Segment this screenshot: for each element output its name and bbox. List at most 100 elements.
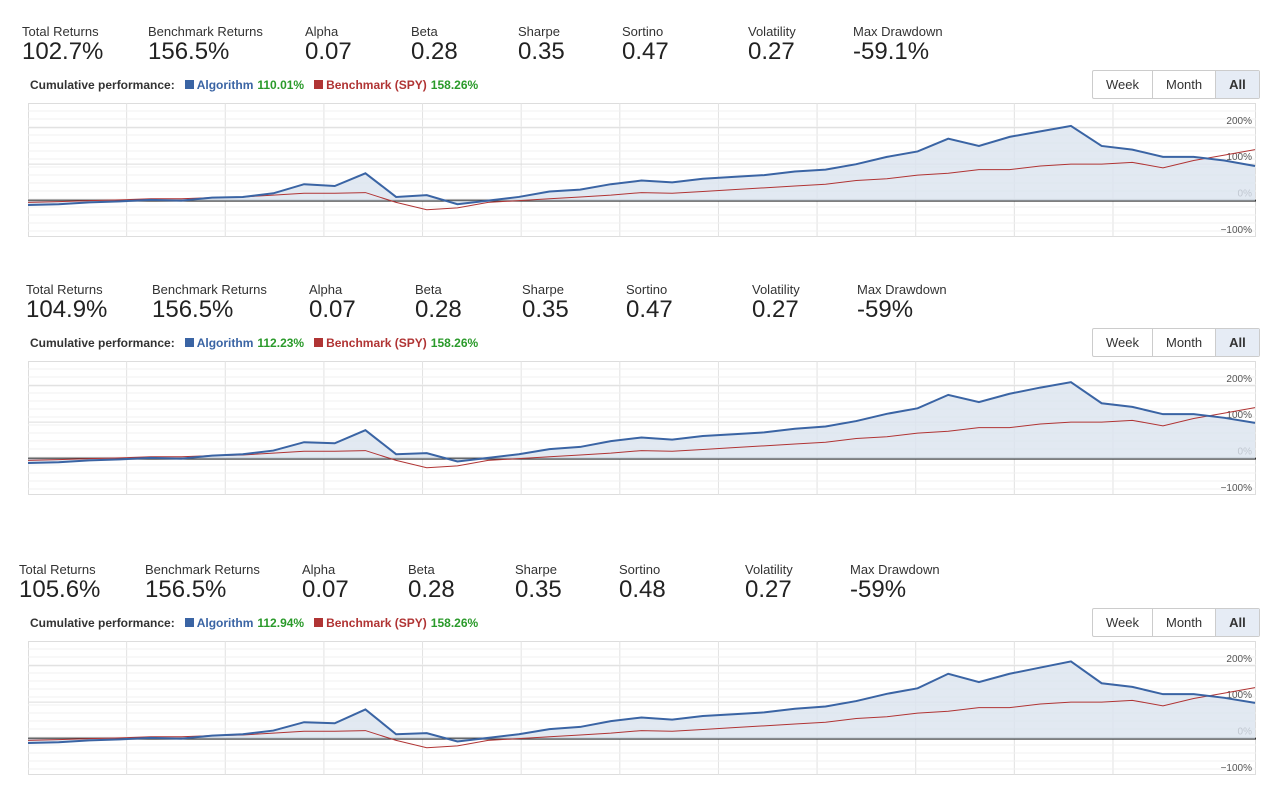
stat-label: Total Returns bbox=[19, 562, 96, 577]
y-tick-label: 200% bbox=[1226, 116, 1252, 127]
stat: Beta 0.28 bbox=[408, 562, 455, 603]
legend-value: 112.23% bbox=[257, 336, 305, 350]
legend-swatch bbox=[184, 618, 194, 627]
range-button[interactable]: Month bbox=[1153, 71, 1217, 98]
legend-title: Cumulative performance: bbox=[30, 616, 175, 630]
stat: Sharpe 0.35 bbox=[515, 562, 562, 603]
stat-label: Sharpe bbox=[522, 282, 564, 297]
stat: Beta 0.28 bbox=[415, 282, 462, 323]
stat: Sortino 0.48 bbox=[619, 562, 666, 603]
stat-label: Benchmark Returns bbox=[145, 562, 260, 577]
stat: Total Returns 104.9% bbox=[26, 282, 107, 323]
range-button[interactable]: Week bbox=[1093, 609, 1153, 636]
stat-value: -59% bbox=[857, 296, 914, 323]
stat: Sharpe 0.35 bbox=[518, 24, 565, 65]
stat-label: Max Drawdown bbox=[853, 24, 943, 39]
stat-value: -59% bbox=[850, 576, 907, 603]
stat-value: 156.5% bbox=[145, 576, 227, 603]
stat-label: Sortino bbox=[626, 282, 668, 297]
range-button[interactable]: All bbox=[1216, 329, 1259, 356]
range-buttons: Week Month All bbox=[1092, 328, 1260, 357]
stat-label: Sortino bbox=[622, 24, 664, 39]
stat: Volatility 0.27 bbox=[748, 24, 796, 65]
stat: Sortino 0.47 bbox=[622, 24, 669, 65]
legend-name: Algorithm bbox=[196, 336, 254, 350]
stat-value: 0.07 bbox=[302, 576, 349, 603]
y-tick-label: 200% bbox=[1226, 374, 1252, 385]
stat-value: 156.5% bbox=[152, 296, 234, 323]
stat-value: -59.1% bbox=[853, 38, 930, 65]
legend: Cumulative performance: Algorithm 110.01% B… bbox=[30, 78, 478, 92]
stat-value: 0.48 bbox=[619, 576, 666, 603]
stat-label: Max Drawdown bbox=[850, 562, 940, 577]
stat-value: 156.5% bbox=[148, 38, 230, 65]
stat-label: Volatility bbox=[752, 282, 800, 297]
stat-label: Beta bbox=[411, 24, 438, 39]
range-button[interactable]: All bbox=[1216, 71, 1259, 98]
series-line bbox=[28, 660, 1256, 744]
legend-swatch bbox=[314, 618, 324, 627]
legend-title: Cumulative performance: bbox=[30, 78, 175, 92]
stat-value: 104.9% bbox=[26, 296, 108, 323]
legend-value: 158.26% bbox=[430, 336, 479, 350]
stat-value: 0.07 bbox=[305, 38, 352, 65]
stat-label: Benchmark Returns bbox=[148, 24, 263, 39]
stat-label: Beta bbox=[408, 562, 435, 577]
stat: Benchmark Returns 156.5% bbox=[145, 562, 260, 603]
stat-label: Sharpe bbox=[518, 24, 560, 39]
legend-swatch bbox=[314, 80, 324, 89]
legend-name: Algorithm bbox=[196, 616, 254, 630]
range-button[interactable]: All bbox=[1216, 609, 1259, 636]
legend-name: Benchmark (SPY) bbox=[326, 616, 427, 630]
stat: Beta 0.28 bbox=[411, 24, 458, 65]
stat: Max Drawdown -59.1% bbox=[853, 24, 943, 65]
range-button[interactable]: Month bbox=[1153, 329, 1217, 356]
legend-name: Benchmark (SPY) bbox=[326, 78, 427, 92]
stat-label: Alpha bbox=[305, 24, 339, 39]
range-button[interactable]: Week bbox=[1093, 329, 1153, 356]
range-button[interactable]: Month bbox=[1153, 609, 1217, 636]
stat: Sortino 0.47 bbox=[626, 282, 673, 323]
legend-value: 112.94% bbox=[257, 616, 305, 630]
backtest-panel: Total Returns 102.7% Benchmark Returns 156.… bbox=[0, 0, 1266, 256]
backtest-panel: Total Returns 104.9% Benchmark Returns 156.… bbox=[0, 258, 1266, 514]
chart: −100%0%100%200% bbox=[28, 103, 1256, 237]
legend-swatch bbox=[314, 338, 324, 347]
stat: Volatility 0.27 bbox=[752, 282, 800, 323]
legend-name: Algorithm bbox=[196, 78, 254, 92]
stat: Alpha 0.07 bbox=[309, 282, 356, 323]
stat-label: Alpha bbox=[302, 562, 336, 577]
stat: Max Drawdown -59% bbox=[857, 282, 947, 323]
legend-value: 158.26% bbox=[430, 78, 479, 92]
legend-value: 158.26% bbox=[430, 616, 479, 630]
range-buttons: Week Month All bbox=[1092, 70, 1260, 99]
stat: Benchmark Returns 156.5% bbox=[152, 282, 267, 323]
stat-value: 0.27 bbox=[745, 576, 792, 603]
stat: Total Returns 105.6% bbox=[19, 562, 100, 603]
stat-value: 0.07 bbox=[309, 296, 356, 323]
stat-value: 105.6% bbox=[19, 576, 101, 603]
legend: Cumulative performance: Algorithm 112.23% B… bbox=[30, 336, 478, 350]
legend: Cumulative performance: Algorithm 112.94% B… bbox=[30, 616, 478, 630]
stat-value: 0.28 bbox=[408, 576, 455, 603]
stat-value: 0.28 bbox=[415, 296, 462, 323]
stat-value: 102.7% bbox=[22, 38, 104, 65]
legend-swatch bbox=[184, 338, 194, 347]
stat-value: 0.35 bbox=[518, 38, 565, 65]
stat: Total Returns 102.7% bbox=[22, 24, 103, 65]
legend-name: Benchmark (SPY) bbox=[326, 336, 427, 350]
stat-label: Total Returns bbox=[26, 282, 103, 297]
stat-label: Sortino bbox=[619, 562, 661, 577]
y-tick-label: 200% bbox=[1226, 654, 1252, 665]
range-button[interactable]: Week bbox=[1093, 71, 1153, 98]
series-line bbox=[28, 124, 1256, 206]
stat: Alpha 0.07 bbox=[305, 24, 352, 65]
area-fill bbox=[28, 382, 1255, 463]
y-tick-label: −100% bbox=[1221, 763, 1253, 774]
stat-value: 0.27 bbox=[748, 38, 795, 65]
stat-value: 0.47 bbox=[622, 38, 669, 65]
legend-swatch bbox=[184, 80, 194, 89]
stat: Max Drawdown -59% bbox=[850, 562, 940, 603]
stat-label: Max Drawdown bbox=[857, 282, 947, 297]
